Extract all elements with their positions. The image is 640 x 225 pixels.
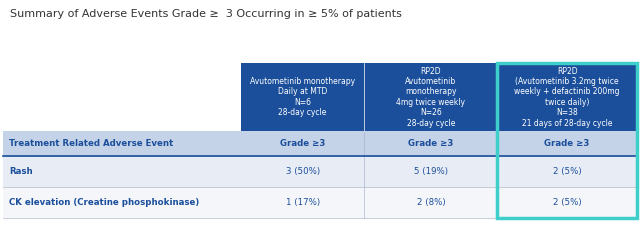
Text: Grade ≥3: Grade ≥3 [280,139,325,148]
Bar [3,131,241,156]
Text: Treatment Related Adverse Event: Treatment Related Adverse Event [9,139,173,148]
Bar [364,131,497,156]
Text: Rash: Rash [9,167,33,176]
Text: 1 (17%): 1 (17%) [285,198,319,207]
Bar [497,131,637,156]
Bar [364,63,497,131]
Text: 2 (5%): 2 (5%) [553,198,581,207]
Bar [497,63,637,131]
Bar [241,187,364,218]
Text: Summary of Adverse Events Grade ≥  3 Occurring in ≥ 5% of patients: Summary of Adverse Events Grade ≥ 3 Occu… [10,9,401,19]
Text: 5 (19%): 5 (19%) [414,167,448,176]
Bar [3,63,241,131]
Bar [497,187,637,218]
Text: RP2D
Avutometinib
monotherapy
4mg twice weekly
N=26
28-day cycle: RP2D Avutometinib monotherapy 4mg twice … [396,67,465,128]
Text: Avutometinib monotherapy
Daily at MTD
N=6
28-day cycle: Avutometinib monotherapy Daily at MTD N=… [250,77,355,117]
Text: 3 (50%): 3 (50%) [285,167,319,176]
Bar [241,63,364,131]
Text: 2 (5%): 2 (5%) [553,167,581,176]
Text: CK elevation (Creatine phosphokinase): CK elevation (Creatine phosphokinase) [9,198,200,207]
Bar [241,156,364,187]
Text: Grade ≥3: Grade ≥3 [408,139,454,148]
Bar [497,63,637,218]
Bar [3,156,241,187]
Text: 2 (8%): 2 (8%) [417,198,445,207]
Bar [364,187,497,218]
Bar [364,156,497,187]
Bar [497,156,637,187]
Bar [3,187,241,218]
Text: RP2D
(Avutometinib 3.2mg twice
weekly + defactinib 200mg
twice daily)
N=38
21 da: RP2D (Avutometinib 3.2mg twice weekly + … [515,67,620,128]
Text: Grade ≥3: Grade ≥3 [545,139,590,148]
Bar [241,131,364,156]
